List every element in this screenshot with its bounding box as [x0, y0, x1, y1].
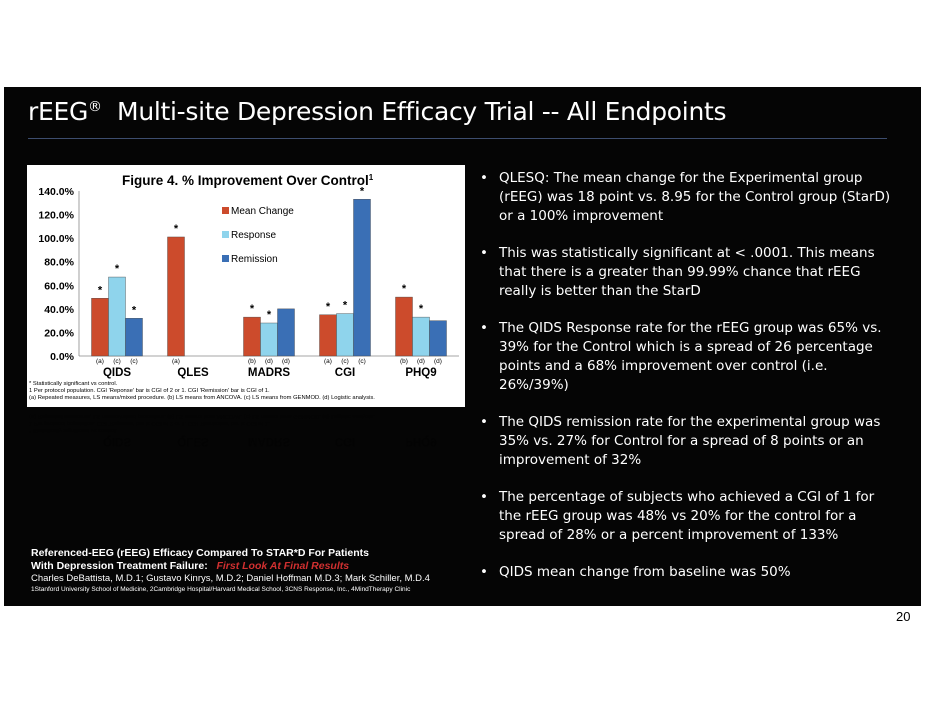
chart-panel: Figure 4. % Improvement Over Control1 0.0… — [27, 165, 465, 407]
significance-marker: * — [98, 284, 103, 296]
x-tick-label: MADRS — [248, 435, 290, 447]
legend-label: Remission — [231, 254, 278, 265]
chart-title: Figure 4. % Improvement Over Control1 — [122, 173, 374, 188]
bar — [277, 308, 295, 357]
chart-title-superscript: 1 — [369, 173, 374, 182]
y-tick-label: 20.0% — [44, 327, 74, 339]
chart-reflection-image: Figure 4. % Improvement Over Control10.0… — [29, 413, 437, 447]
chart-footnote: (a) Repeated measures, LS means/mixed pr… — [29, 413, 375, 419]
title-text: Multi-site Depression Efficacy Trial -- … — [117, 97, 727, 126]
chart-footnote: * Statistically significant vs control. — [29, 427, 118, 433]
x-tick-label: CGI — [335, 435, 355, 447]
significance-marker: * — [343, 300, 348, 312]
x-tick-label: MADRS — [248, 367, 290, 379]
bullet-item: This was statistically significant at < … — [478, 244, 898, 301]
x-tick-label: QIDS — [103, 435, 131, 447]
method-letter: (a) — [324, 358, 332, 365]
bar — [91, 298, 109, 357]
method-letter: (d) — [282, 358, 290, 365]
significance-marker: * — [250, 303, 255, 315]
bullet-list: QLESQ: The mean change for the Experimen… — [478, 169, 898, 600]
registered-mark: ® — [88, 99, 102, 115]
citation-subtitle: With Depression Treatment Failure: First… — [31, 560, 461, 573]
y-tick-label: 40.0% — [44, 304, 74, 316]
method-letter: (b) — [248, 358, 256, 365]
significance-marker: * — [115, 263, 120, 275]
slide: rEEG® Multi-site Depression Efficacy Tri… — [4, 87, 921, 606]
citation-title: Referenced-EEG (rEEG) Efficacy Compared … — [31, 547, 370, 559]
method-letter: (c) — [358, 358, 366, 365]
legend-label: Response — [231, 230, 276, 241]
bullet-item: The percentage of subjects who achieved … — [478, 488, 898, 545]
significance-marker: * — [402, 283, 407, 295]
y-tick-label: 0.0% — [50, 351, 75, 363]
significance-marker: * — [419, 303, 424, 315]
y-tick-label: 60.0% — [44, 280, 74, 292]
y-tick-label: 80.0% — [44, 257, 74, 269]
x-tick-label: PHQ9 — [405, 435, 436, 447]
significance-marker: * — [267, 309, 272, 321]
citation-affiliations: 1Stanford University School of Medicine,… — [31, 586, 411, 593]
significance-marker: * — [132, 304, 137, 316]
bullet-item: QIDS mean change from baseline was 50% — [478, 563, 898, 582]
chart-footnote: 1 Per protocol population. CGI 'Reponse'… — [29, 420, 270, 426]
bar — [353, 199, 371, 357]
bar — [260, 322, 278, 357]
method-letter: (c) — [130, 358, 138, 365]
bar — [395, 296, 413, 357]
method-letter: (c) — [341, 358, 349, 365]
x-tick-label: QLES — [177, 367, 209, 379]
legend-swatch — [222, 207, 229, 214]
method-letter: (a) — [96, 358, 104, 365]
x-tick-label: PHQ9 — [405, 367, 436, 379]
significance-marker: * — [326, 301, 331, 313]
bullet-item: The QIDS Response rate for the rEEG grou… — [478, 319, 898, 395]
chart-reflection: Figure 4. % Improvement Over Control10.0… — [27, 407, 465, 447]
method-letter: (d) — [434, 358, 442, 365]
citation-subtitle-accent: First Look At Final Results — [216, 560, 350, 572]
bar — [243, 316, 261, 357]
method-letter: (d) — [417, 358, 425, 365]
bar — [429, 320, 447, 357]
bullet-item: The QIDS remission rate for the experime… — [478, 413, 898, 470]
bar — [336, 313, 354, 357]
chart-footnote: 1 Per protocol population. CGI 'Reponse'… — [29, 388, 270, 394]
y-tick-label: 100.0% — [38, 233, 74, 245]
citation-authors: Charles DeBattista, M.D.1; Gustavo Kinry… — [31, 573, 430, 584]
method-letter: (d) — [265, 358, 273, 365]
chart-footnote: * Statistically significant vs control. — [29, 381, 118, 387]
y-tick-label: 120.0% — [38, 210, 74, 222]
bar — [125, 318, 143, 357]
title-divider — [28, 138, 887, 139]
significance-marker: * — [174, 223, 179, 235]
method-letter: (a) — [172, 358, 180, 365]
citation-subtitle-prefix: With Depression Treatment Failure: — [31, 560, 208, 572]
bar — [108, 276, 126, 357]
page-number: 20 — [896, 609, 911, 624]
slide-title: rEEG® Multi-site Depression Efficacy Tri… — [28, 97, 727, 126]
significance-marker: * — [360, 185, 365, 197]
x-tick-label: CGI — [335, 367, 355, 379]
method-letter: (c) — [113, 358, 121, 365]
title-brand: rEEG — [28, 97, 89, 126]
citation: Referenced-EEG (rEEG) Efficacy Compared … — [31, 547, 461, 594]
bar-chart: Figure 4. % Improvement Over Control1 0.0… — [29, 173, 459, 401]
x-tick-label: QIDS — [103, 367, 131, 379]
method-letter: (b) — [400, 358, 408, 365]
legend-swatch — [222, 255, 229, 262]
legend-label: Mean Change — [231, 206, 294, 217]
bar — [319, 314, 337, 357]
legend-swatch — [222, 231, 229, 238]
bar — [167, 236, 185, 357]
x-tick-label: QLES — [177, 435, 209, 447]
bar — [412, 316, 430, 357]
y-tick-label: 140.0% — [38, 186, 74, 198]
chart-footnote: (a) Repeated measures, LS means/mixed pr… — [29, 395, 375, 401]
bullet-item: QLESQ: The mean change for the Experimen… — [478, 169, 898, 226]
